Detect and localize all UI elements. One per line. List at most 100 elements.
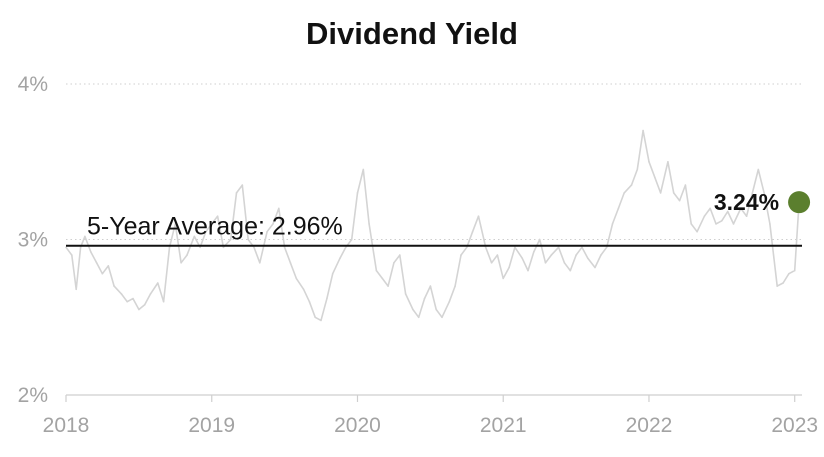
series-point	[381, 277, 384, 280]
series-point	[667, 161, 669, 163]
series-point	[569, 269, 572, 272]
series-point	[581, 246, 583, 249]
current-yield-marker	[788, 191, 811, 214]
series-point	[314, 316, 317, 319]
series-point	[247, 238, 249, 241]
series-point	[368, 223, 370, 225]
series-point	[222, 246, 225, 249]
series-point	[751, 192, 754, 194]
series-point	[709, 207, 711, 210]
series-point	[630, 184, 633, 186]
series-point	[454, 285, 456, 287]
series-point	[278, 207, 280, 210]
series-point	[162, 300, 165, 303]
series-point	[253, 246, 255, 249]
series-point	[538, 238, 541, 241]
current-yield-label: 3.24%	[714, 189, 779, 215]
series-point	[721, 220, 723, 222]
series-point	[726, 210, 729, 213]
five-year-average-label: 5-Year Average: 2.96%	[87, 213, 343, 241]
y-axis: 2% 3% 4%	[18, 73, 48, 407]
series-point	[757, 168, 760, 171]
series-point	[533, 251, 535, 253]
series-point	[210, 223, 213, 225]
series-point	[544, 262, 547, 264]
series-point	[266, 230, 268, 233]
series-point	[149, 293, 152, 295]
series-point	[345, 246, 347, 249]
series-point	[259, 262, 261, 264]
series-point	[587, 257, 589, 260]
series-point	[611, 223, 614, 225]
series-point	[557, 246, 560, 249]
x-tick-label: 2020	[334, 414, 381, 437]
series-point	[174, 223, 177, 225]
series-point	[636, 168, 639, 171]
series-point	[84, 235, 86, 238]
series-point	[745, 215, 748, 217]
series-point	[429, 285, 432, 287]
x-axis: 2018 2019 2020 2021 2022 2023	[43, 395, 818, 437]
series-point	[776, 285, 778, 287]
x-tick-label: 2023	[771, 414, 818, 437]
series-point	[654, 176, 656, 179]
series-point	[508, 266, 510, 269]
series-point	[732, 223, 735, 225]
x-tick-label: 2022	[626, 414, 673, 437]
series-point	[623, 192, 625, 194]
series-point	[289, 262, 292, 264]
series-point	[696, 230, 698, 233]
series-point	[308, 300, 311, 303]
series-point	[120, 293, 123, 295]
series-point	[514, 246, 516, 249]
series-point	[435, 308, 438, 311]
y-tick-label: 3%	[18, 229, 48, 252]
series-point	[788, 272, 790, 275]
series-point	[126, 300, 128, 303]
series-point	[113, 285, 115, 287]
series-point	[107, 265, 110, 267]
series-point	[642, 129, 644, 132]
series-point	[672, 192, 675, 194]
series-point	[320, 319, 322, 322]
x-tick-label: 2021	[480, 414, 527, 437]
series-point	[393, 262, 395, 264]
series-point	[678, 199, 681, 202]
series-point	[617, 207, 620, 210]
series-point	[101, 272, 104, 275]
series-layer	[65, 129, 800, 322]
series-point	[205, 230, 207, 233]
series-point	[229, 238, 232, 241]
series-point	[326, 297, 328, 300]
series-point	[521, 257, 523, 260]
series-point	[769, 223, 771, 225]
series-point	[448, 300, 451, 303]
x-tick-label: 2018	[43, 414, 90, 437]
series-point	[350, 238, 353, 241]
series-point	[684, 184, 687, 186]
annotation-layer: 5-Year Average: 2.96% 3.24%	[66, 189, 811, 247]
series-point	[193, 235, 196, 238]
series-point	[235, 192, 238, 194]
series-point	[331, 272, 334, 275]
series-point	[404, 293, 407, 295]
series-point	[272, 223, 274, 225]
series-point	[138, 308, 140, 311]
series-point	[490, 262, 493, 264]
series-point	[575, 254, 577, 256]
x-tick-label: 2019	[188, 414, 235, 437]
series-point	[484, 246, 487, 249]
series-point	[75, 288, 77, 291]
series-point	[143, 304, 146, 306]
series-point	[95, 262, 98, 264]
series-point	[399, 254, 401, 256]
series-point	[186, 254, 188, 256]
chart-title: Dividend Yield	[306, 16, 518, 51]
series-point	[216, 215, 219, 217]
series-point	[527, 269, 529, 272]
y-tick-label: 2%	[18, 384, 48, 407]
series-point	[71, 254, 73, 256]
series-point	[648, 161, 650, 163]
series-point	[65, 246, 67, 249]
